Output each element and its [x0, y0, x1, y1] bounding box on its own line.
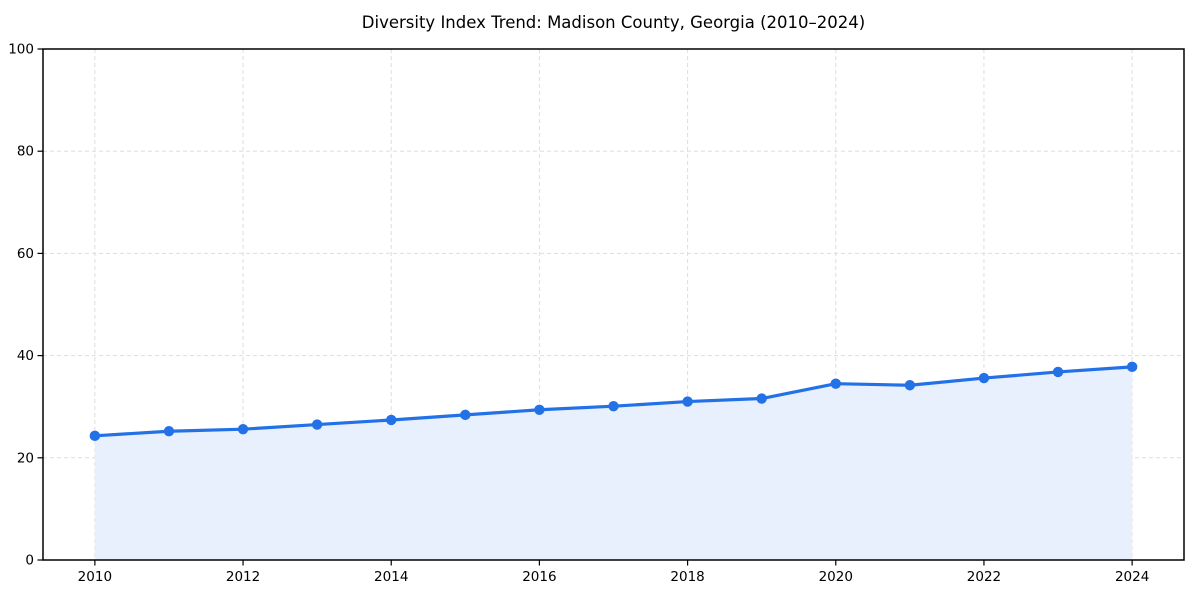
data-point-marker: [904, 380, 916, 391]
data-point-marker: [237, 423, 249, 435]
x-tick-label: 2018: [670, 569, 704, 585]
data-point-marker: [311, 419, 323, 430]
x-tick-label: 2016: [522, 569, 556, 585]
data-point-marker: [830, 378, 841, 389]
area-fill: [94, 366, 1133, 560]
data-point-marker: [608, 400, 619, 412]
x-tick-label: 2014: [374, 569, 408, 585]
y-tick-label: 20: [17, 450, 34, 466]
x-tick-label: 2020: [819, 569, 853, 585]
data-point-marker: [460, 409, 471, 421]
data-point-marker: [978, 372, 990, 384]
x-tick-label: 2012: [226, 569, 260, 585]
series-layer: [89, 361, 1138, 560]
data-point-marker: [1052, 366, 1064, 378]
data-point-marker: [682, 396, 693, 407]
axes-layer: [37, 48, 1185, 566]
y-tick-label: 60: [17, 246, 34, 262]
data-point-marker: [89, 430, 101, 442]
y-tick-label: 40: [17, 348, 34, 364]
y-tick-label: 100: [8, 42, 34, 58]
data-point-marker: [163, 426, 175, 437]
data-point-marker: [1126, 361, 1138, 373]
y-tick-label: 80: [17, 144, 34, 160]
x-tick-label: 2022: [967, 569, 1001, 585]
data-point-marker: [534, 404, 545, 415]
axis-spine: [42, 48, 1185, 561]
data-point-marker: [386, 414, 397, 426]
data-point-marker: [756, 393, 767, 404]
chart-title: Diversity Index Trend: Madison County, G…: [362, 13, 865, 32]
x-tick-label: 2010: [78, 569, 112, 585]
tick-label-layer: 2010 2012 2014 2016 2018 2020 2022 2024 0 20 40 60 8…: [8, 42, 1149, 586]
y-tick-label: 0: [25, 553, 34, 569]
x-tick-label: 2024: [1115, 569, 1149, 585]
